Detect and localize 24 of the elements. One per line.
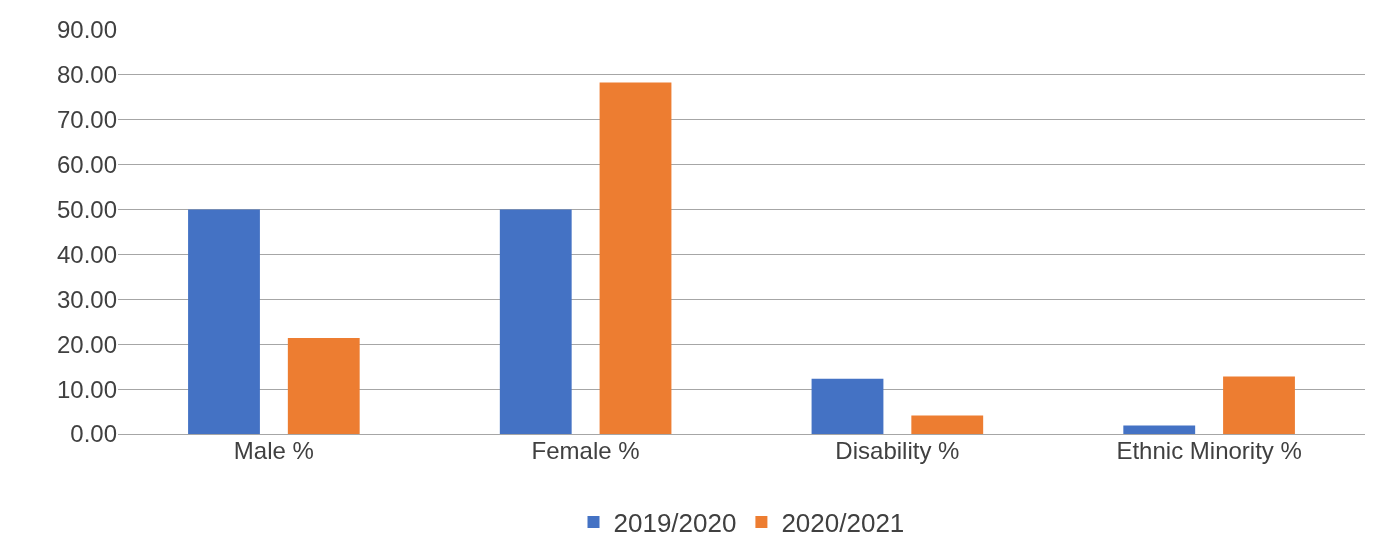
legend-label: 2019/2020 (613, 508, 737, 539)
bar (811, 378, 884, 434)
bar (1123, 425, 1196, 434)
y-tick-label: 50.00 (56, 195, 117, 223)
legend-label: 2020/2021 (781, 508, 905, 539)
bar (188, 209, 260, 434)
x-tick-label: Female % (531, 437, 640, 464)
bar (1223, 376, 1295, 434)
y-tick-label: 70.00 (56, 106, 117, 134)
y-tick-label: 90.00 (56, 16, 117, 44)
bar (911, 415, 984, 434)
bar (599, 82, 672, 434)
y-tick-label: 0.00 (70, 420, 117, 448)
y-tick-label: 40.00 (56, 240, 117, 268)
y-tick-label: 20.00 (56, 330, 117, 358)
y-tick-label: 30.00 (56, 285, 117, 313)
x-tick-label: Male % (233, 437, 314, 464)
x-tick-label: Ethnic Minority % (1116, 437, 1302, 464)
bar (287, 337, 360, 434)
bar (499, 209, 572, 434)
x-tick-label: Disability % (835, 437, 960, 464)
y-tick-label: 80.00 (56, 61, 117, 89)
y-tick-label: 60.00 (56, 151, 117, 179)
y-tick-label: 10.00 (56, 375, 117, 403)
